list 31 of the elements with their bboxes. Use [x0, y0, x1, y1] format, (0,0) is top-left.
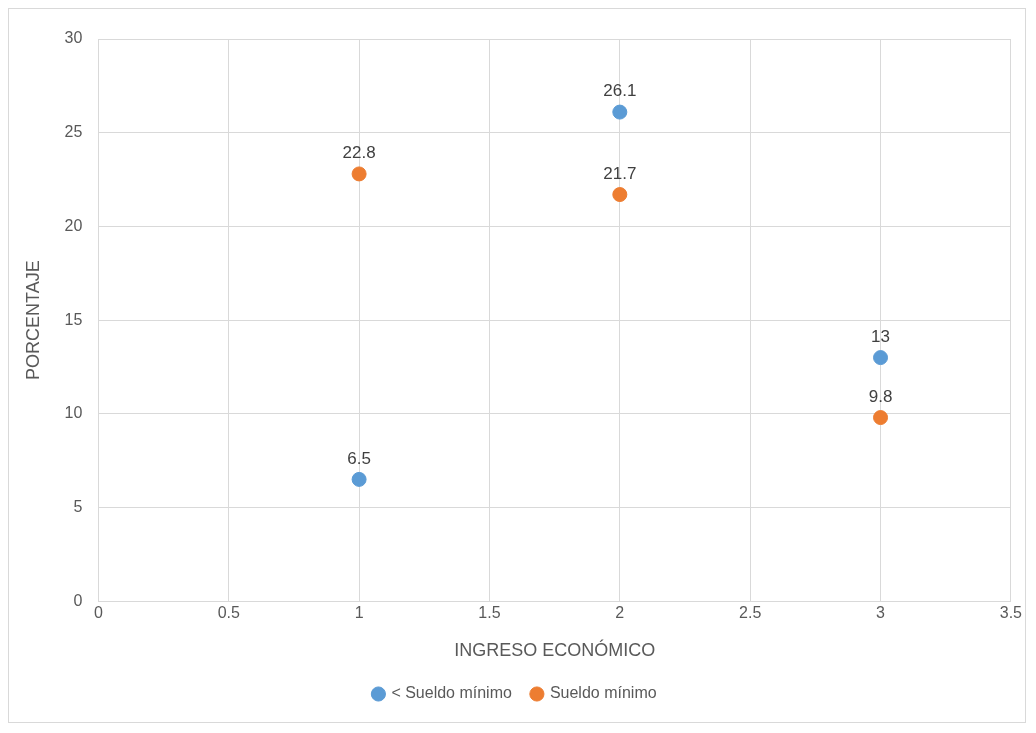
data-label: 22.8: [342, 143, 376, 163]
x-tick-label: 0.5: [217, 604, 240, 622]
data-label: 26.1: [603, 81, 637, 101]
x-tick-label: 2.5: [739, 604, 762, 622]
point: [612, 187, 628, 203]
y-tick-label: 15: [64, 310, 83, 328]
x-axis-title: INGRESO ECONÓMICO: [454, 639, 656, 661]
point: [873, 350, 889, 366]
x-tick-label: 2: [615, 604, 625, 622]
data-label: 6.5: [347, 448, 371, 468]
y-tick-label: 30: [64, 29, 83, 47]
x-tick-label: 0: [93, 604, 103, 622]
y-tick-label: 25: [64, 123, 83, 141]
legend-label: < Sueldo mínimo: [391, 684, 512, 702]
legend-label: Sueldo mínimo: [549, 684, 657, 702]
y-tick-label: 5: [73, 497, 83, 515]
x-tick-label: 1.5: [478, 604, 501, 622]
y-tick-label: 20: [64, 216, 83, 234]
point: [351, 471, 367, 487]
y-axis-title: PORCENTAJE: [22, 260, 43, 380]
data-label: 9.8: [868, 386, 893, 406]
point: [612, 104, 628, 120]
x-tick-label: 3.5: [999, 604, 1023, 622]
data-label: 13: [871, 326, 890, 346]
y-tick-label: 0: [73, 591, 83, 609]
x-tick-label: 3: [876, 604, 886, 622]
x-tick-label: 1: [354, 604, 364, 622]
point: [351, 166, 367, 182]
point: [873, 410, 889, 426]
y-tick-label: 10: [64, 404, 83, 422]
data-label: 21.7: [603, 163, 637, 183]
